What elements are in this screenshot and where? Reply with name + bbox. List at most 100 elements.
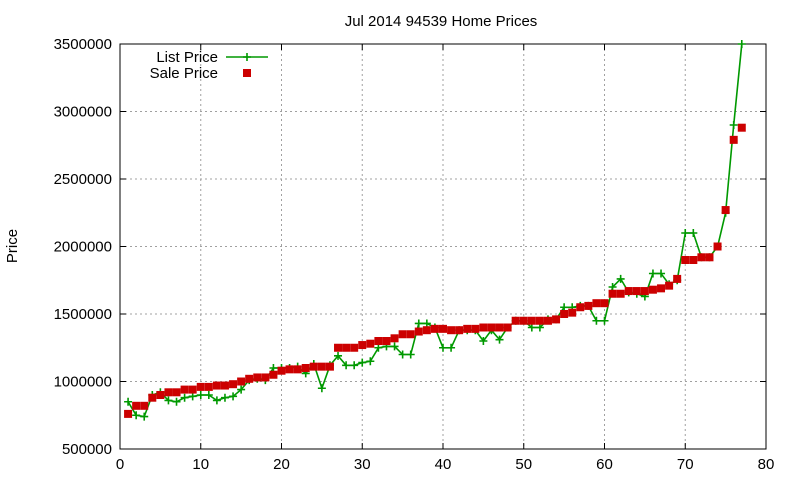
list-price-point <box>608 283 617 291</box>
sale-price-point <box>519 316 528 325</box>
y-axis-label: Price <box>4 229 21 263</box>
list-price-point <box>681 229 690 237</box>
sale-price-point <box>374 337 383 345</box>
y-tick-label: 3000000 <box>54 104 112 121</box>
sale-price-point <box>148 393 157 402</box>
sale-price-point <box>487 323 496 332</box>
sale-price-point <box>422 326 431 335</box>
sale-price-point <box>463 324 472 333</box>
y-axis-ticks: 500000 1000000 1500000 2000000 2500000 300000… <box>54 36 766 458</box>
list-price-point <box>689 229 698 237</box>
list-price-point <box>172 397 181 406</box>
sale-price-point <box>269 370 278 379</box>
sale-price-point <box>471 324 480 333</box>
sale-price-point <box>414 327 423 336</box>
list-price-point <box>350 361 359 370</box>
sale-price-point <box>164 388 173 397</box>
x-tick-label: 80 <box>758 456 775 473</box>
list-price-point <box>439 343 447 352</box>
list-price-point <box>398 350 407 359</box>
chart-title: Jul 2014 94539 Home Prices <box>345 13 538 30</box>
list-price-point <box>600 316 609 325</box>
sale-price-point <box>543 316 552 325</box>
sale-price-point <box>624 287 633 296</box>
list-price-point <box>648 269 657 278</box>
x-tick-label: 10 <box>192 456 209 473</box>
sale-price-series <box>124 123 746 418</box>
list-price-point <box>366 357 375 366</box>
y-tick-label: 1500000 <box>54 306 112 323</box>
list-price-point <box>317 384 326 393</box>
list-price-point <box>422 319 431 328</box>
list-price-point <box>269 364 278 372</box>
sale-price-point <box>681 256 690 264</box>
x-axis-ticks: 0 10 20 30 40 50 60 70 80 <box>116 44 775 473</box>
sale-price-point <box>430 324 439 333</box>
list-price-point <box>374 343 383 352</box>
list-price-point <box>447 343 456 352</box>
sale-price-point <box>648 285 657 294</box>
sale-price-point <box>439 324 447 333</box>
x-tick-label: 70 <box>677 456 694 473</box>
sale-price-point <box>132 401 141 410</box>
sale-price-point <box>511 316 520 325</box>
sale-price-point <box>479 323 488 332</box>
sale-price-point <box>229 380 238 389</box>
y-tick-label: 500000 <box>62 441 112 458</box>
sale-price-point <box>390 334 399 343</box>
sale-price-point <box>584 301 593 310</box>
sale-price-point <box>350 343 359 352</box>
legend-label: List Price <box>156 49 218 66</box>
sale-price-point <box>334 343 343 352</box>
sale-price-point <box>325 362 334 371</box>
list-price-point <box>229 392 238 401</box>
sale-price-point <box>253 373 262 382</box>
sale-price-point <box>285 365 294 374</box>
sale-price-point <box>689 256 698 264</box>
y-tick-label: 2000000 <box>54 239 112 256</box>
list-price-point <box>164 396 173 405</box>
sale-price-point <box>503 323 512 332</box>
sale-price-point <box>673 274 682 283</box>
list-price-point <box>188 392 197 401</box>
sale-price-point <box>309 362 318 371</box>
sale-price-point <box>124 409 133 418</box>
sale-price-point <box>616 289 625 298</box>
sale-price-point <box>317 362 326 371</box>
list-price-point <box>527 323 536 332</box>
sale-price-point <box>600 299 609 308</box>
sale-price-point <box>697 253 706 262</box>
sale-price-point <box>447 326 456 335</box>
sale-price-point <box>156 391 165 399</box>
sale-price-point <box>301 364 310 372</box>
sale-price-point <box>552 315 561 324</box>
x-tick-label: 0 <box>116 456 124 473</box>
list-price-point <box>204 391 213 399</box>
sale-price-point <box>204 382 213 391</box>
legend-label: Sale Price <box>150 65 218 82</box>
list-price-point <box>560 303 569 312</box>
x-tick-label: 30 <box>354 456 371 473</box>
list-price-point <box>737 40 746 48</box>
y-tick-label: 1000000 <box>54 374 112 391</box>
list-price-point <box>479 337 488 345</box>
sale-price-point <box>608 289 617 298</box>
sale-price-point <box>632 287 641 296</box>
list-price-point <box>358 358 367 367</box>
sale-price-point <box>245 374 254 383</box>
data-series <box>124 40 746 421</box>
x-tick-label: 50 <box>515 456 532 473</box>
list-price-point <box>196 391 205 399</box>
sale-price-point <box>568 308 577 317</box>
sale-price-point <box>665 281 674 290</box>
sale-price-point <box>342 343 351 352</box>
sale-price-point <box>140 401 149 410</box>
sale-price-point <box>188 385 197 394</box>
list-price-point <box>657 269 666 278</box>
legend-plus-swatch <box>243 53 251 61</box>
x-tick-label: 20 <box>273 456 290 473</box>
list-price-point <box>334 351 343 360</box>
list-price-point <box>140 412 149 421</box>
sale-price-point <box>293 365 302 374</box>
